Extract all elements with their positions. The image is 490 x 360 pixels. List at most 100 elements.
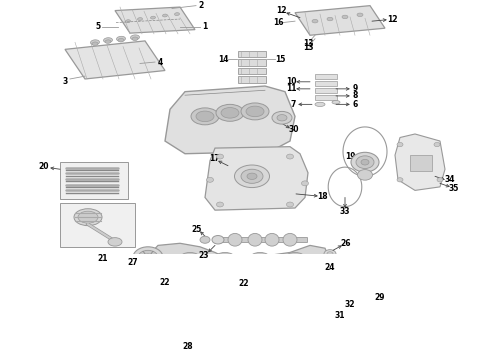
Ellipse shape xyxy=(118,39,124,42)
Ellipse shape xyxy=(246,106,264,117)
Ellipse shape xyxy=(303,260,317,269)
Ellipse shape xyxy=(150,16,155,19)
Ellipse shape xyxy=(311,311,319,316)
Text: 28: 28 xyxy=(183,342,194,351)
Ellipse shape xyxy=(215,252,235,264)
Text: 27: 27 xyxy=(128,258,138,267)
Ellipse shape xyxy=(237,260,253,269)
Bar xyxy=(60,203,135,247)
Polygon shape xyxy=(198,279,368,310)
Ellipse shape xyxy=(324,249,336,258)
Text: 35: 35 xyxy=(449,184,459,193)
Text: 2: 2 xyxy=(198,1,204,10)
Ellipse shape xyxy=(92,42,98,45)
Ellipse shape xyxy=(220,271,230,276)
Bar xyxy=(410,155,432,171)
Ellipse shape xyxy=(356,156,374,168)
Ellipse shape xyxy=(283,233,297,246)
Bar xyxy=(315,81,337,86)
Ellipse shape xyxy=(217,202,223,207)
Ellipse shape xyxy=(315,102,325,107)
Bar xyxy=(315,74,337,79)
Bar xyxy=(254,269,270,275)
Ellipse shape xyxy=(241,103,269,120)
Ellipse shape xyxy=(196,111,214,122)
Ellipse shape xyxy=(349,293,361,300)
Text: 12: 12 xyxy=(387,15,397,24)
Ellipse shape xyxy=(125,20,130,23)
Text: 19: 19 xyxy=(345,152,355,161)
Ellipse shape xyxy=(206,177,214,182)
Text: 10: 10 xyxy=(286,77,296,86)
Polygon shape xyxy=(65,41,165,79)
Text: 25: 25 xyxy=(192,225,202,234)
Bar xyxy=(238,59,266,66)
Text: 34: 34 xyxy=(445,175,455,184)
Text: 29: 29 xyxy=(375,293,385,302)
Ellipse shape xyxy=(272,111,292,124)
Polygon shape xyxy=(115,7,195,33)
Ellipse shape xyxy=(289,255,301,262)
Ellipse shape xyxy=(239,296,257,306)
Text: 22: 22 xyxy=(239,279,249,288)
Text: 20: 20 xyxy=(39,162,49,171)
Ellipse shape xyxy=(332,100,340,104)
Ellipse shape xyxy=(254,255,266,262)
Polygon shape xyxy=(150,243,330,271)
Text: 30: 30 xyxy=(289,125,299,134)
Text: 16: 16 xyxy=(273,18,283,27)
Ellipse shape xyxy=(277,114,287,121)
Bar xyxy=(238,51,266,57)
Ellipse shape xyxy=(312,19,318,23)
Bar xyxy=(315,88,337,93)
Polygon shape xyxy=(295,6,385,35)
Ellipse shape xyxy=(74,209,102,226)
Ellipse shape xyxy=(342,15,348,19)
Text: 22: 22 xyxy=(160,278,170,287)
Ellipse shape xyxy=(202,260,218,269)
Text: 4: 4 xyxy=(157,58,163,67)
Text: 3: 3 xyxy=(62,77,68,86)
Text: 26: 26 xyxy=(341,239,351,248)
Ellipse shape xyxy=(301,181,309,186)
Text: 24: 24 xyxy=(325,264,335,273)
Ellipse shape xyxy=(327,17,333,21)
Polygon shape xyxy=(165,86,295,154)
Bar xyxy=(60,162,128,199)
Text: 7: 7 xyxy=(290,100,295,109)
Ellipse shape xyxy=(361,159,369,165)
Polygon shape xyxy=(188,309,372,346)
Ellipse shape xyxy=(357,13,363,17)
Ellipse shape xyxy=(221,108,239,118)
Ellipse shape xyxy=(272,260,288,269)
Ellipse shape xyxy=(130,35,140,40)
Ellipse shape xyxy=(194,332,206,338)
Text: 31: 31 xyxy=(335,311,345,320)
Text: 13: 13 xyxy=(303,43,313,52)
Polygon shape xyxy=(395,134,445,190)
Polygon shape xyxy=(205,147,308,210)
Text: 15: 15 xyxy=(275,55,285,64)
Text: 5: 5 xyxy=(96,22,100,31)
Ellipse shape xyxy=(103,38,113,43)
Ellipse shape xyxy=(287,202,294,207)
Ellipse shape xyxy=(138,18,143,21)
Ellipse shape xyxy=(105,40,111,43)
Ellipse shape xyxy=(138,250,158,265)
Ellipse shape xyxy=(219,255,231,262)
Ellipse shape xyxy=(247,173,257,180)
Ellipse shape xyxy=(163,14,168,17)
Ellipse shape xyxy=(108,238,122,246)
Ellipse shape xyxy=(351,152,379,172)
Text: 33: 33 xyxy=(340,207,350,216)
Text: 21: 21 xyxy=(98,253,108,262)
Ellipse shape xyxy=(212,235,224,244)
Ellipse shape xyxy=(257,271,267,276)
Ellipse shape xyxy=(143,254,153,261)
Text: 14: 14 xyxy=(218,55,228,64)
Ellipse shape xyxy=(117,36,125,41)
Ellipse shape xyxy=(327,252,333,256)
Ellipse shape xyxy=(285,252,305,264)
Bar xyxy=(238,76,266,82)
Bar xyxy=(177,269,193,275)
